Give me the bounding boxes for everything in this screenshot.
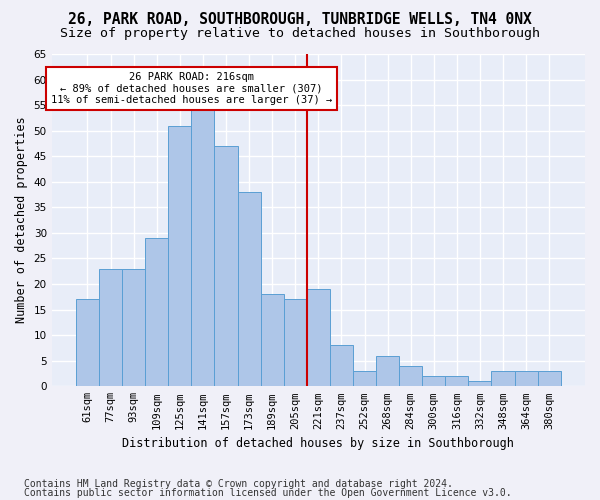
Text: Size of property relative to detached houses in Southborough: Size of property relative to detached ho… xyxy=(60,28,540,40)
Y-axis label: Number of detached properties: Number of detached properties xyxy=(15,117,28,324)
Bar xyxy=(399,366,422,386)
Text: 26, PARK ROAD, SOUTHBOROUGH, TUNBRIDGE WELLS, TN4 0NX: 26, PARK ROAD, SOUTHBOROUGH, TUNBRIDGE W… xyxy=(68,12,532,28)
Bar xyxy=(491,371,515,386)
Bar xyxy=(422,376,445,386)
Bar xyxy=(122,268,145,386)
Bar xyxy=(168,126,191,386)
Bar xyxy=(191,110,214,386)
Bar xyxy=(445,376,469,386)
Bar xyxy=(284,300,307,386)
Bar xyxy=(99,268,122,386)
Bar xyxy=(469,381,491,386)
Bar xyxy=(538,371,561,386)
Bar xyxy=(307,289,330,386)
Text: Contains public sector information licensed under the Open Government Licence v3: Contains public sector information licen… xyxy=(24,488,512,498)
Bar xyxy=(214,146,238,386)
Text: 26 PARK ROAD: 216sqm
← 89% of detached houses are smaller (307)
11% of semi-deta: 26 PARK ROAD: 216sqm ← 89% of detached h… xyxy=(51,72,332,105)
Bar xyxy=(76,300,99,386)
Bar xyxy=(353,371,376,386)
Bar xyxy=(260,294,284,386)
Bar xyxy=(238,192,260,386)
Bar xyxy=(515,371,538,386)
Bar xyxy=(376,356,399,386)
Bar xyxy=(145,238,168,386)
Bar xyxy=(330,346,353,387)
X-axis label: Distribution of detached houses by size in Southborough: Distribution of detached houses by size … xyxy=(122,437,514,450)
Text: Contains HM Land Registry data © Crown copyright and database right 2024.: Contains HM Land Registry data © Crown c… xyxy=(24,479,453,489)
